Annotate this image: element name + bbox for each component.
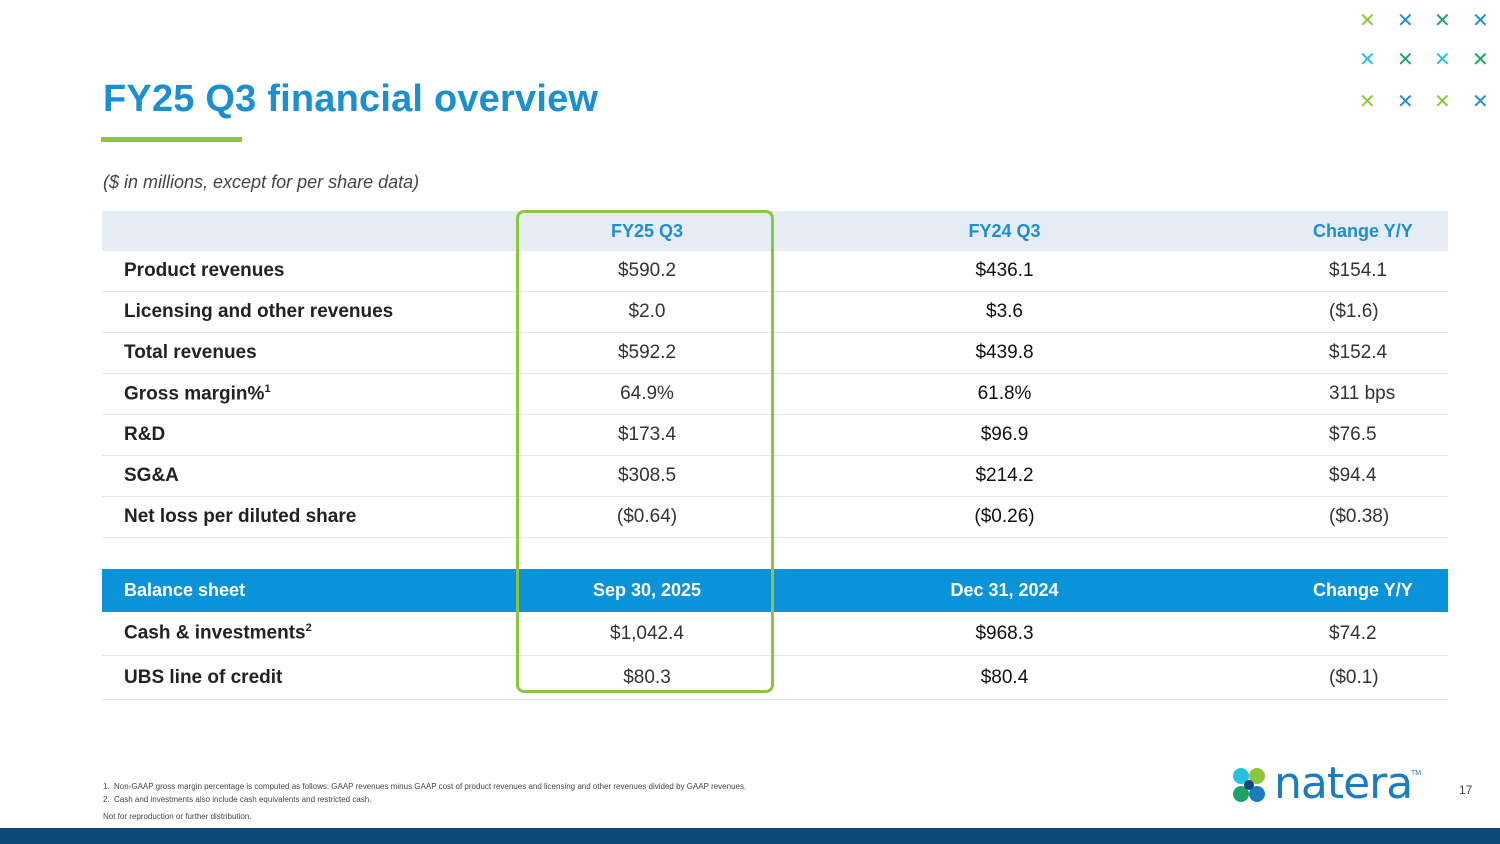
natera-logo-icon — [1233, 768, 1265, 802]
table-row: Cash & investments2 $1,042.4 $968.3 $74.… — [102, 612, 1448, 656]
table-row: Net loss per diluted share ($0.64) ($0.2… — [102, 496, 1448, 538]
balance-header-row: Balance sheet Sep 30, 2025 Dec 31, 2024 … — [102, 569, 1448, 612]
x-mark-icon: ✕ — [1472, 91, 1489, 113]
x-mark-icon: ✕ — [1359, 91, 1376, 113]
cell-value: ($0.64) — [517, 496, 777, 538]
header-cell-change: Change Y/Y — [1232, 569, 1448, 612]
decorative-x-grid: ✕ ✕ ✕ ✕ ✕ ✕ ✕ ✕ ✕ ✕ ✕ ✕ — [1348, 6, 1500, 118]
logo-wordmark: natera — [1274, 758, 1413, 809]
cell-value: $968.3 — [777, 612, 1232, 656]
cell-value: ($0.38) — [1232, 496, 1448, 538]
row-label: Product revenues — [102, 251, 517, 292]
footnote-ref: 2 — [305, 622, 312, 635]
row-label: R&D — [102, 414, 517, 456]
row-label: SG&A — [102, 455, 517, 497]
table-row: Gross margin%1 64.9% 61.8% 311 bps — [102, 373, 1448, 415]
cell-value: $436.1 — [777, 251, 1232, 292]
row-label: Cash & investments2 — [102, 612, 517, 656]
header-cell-change: Change Y/Y — [1232, 211, 1448, 251]
x-mark-icon: ✕ — [1397, 49, 1414, 71]
cell-value: $173.4 — [517, 414, 777, 456]
header-cell-dec31: Dec 31, 2024 — [777, 569, 1232, 612]
cell-value: $152.4 — [1232, 332, 1448, 374]
cell-value: 311 bps — [1232, 373, 1448, 415]
row-label: UBS line of credit — [102, 655, 517, 700]
cell-value: $154.1 — [1232, 251, 1448, 292]
logo-trademark: TM — [1411, 770, 1422, 777]
financial-overview-table: FY25 Q3 FY24 Q3 Change Y/Y Product reven… — [102, 211, 1448, 700]
natera-logo: natera TM — [1230, 758, 1430, 810]
row-label: Gross margin%1 — [102, 373, 517, 415]
title-underline — [101, 137, 242, 142]
cell-value: $439.8 — [777, 332, 1232, 374]
page-number: 17 — [1459, 783, 1473, 797]
x-mark-icon: ✕ — [1434, 10, 1451, 32]
table-spacer — [102, 538, 1448, 570]
header-cell-fy24q3: FY24 Q3 — [777, 211, 1232, 251]
cell-value: $74.2 — [1232, 612, 1448, 656]
footer-bar — [0, 828, 1500, 844]
table-row: SG&A $308.5 $214.2 $94.4 — [102, 455, 1448, 497]
x-mark-icon: ✕ — [1397, 10, 1414, 32]
table-row: R&D $173.4 $96.9 $76.5 — [102, 414, 1448, 456]
footnote-2: 2. Cash and investments also include cash… — [103, 795, 372, 804]
x-mark-icon: ✕ — [1397, 91, 1414, 113]
disclaimer: Not for reproduction or further distribu… — [103, 812, 252, 821]
cell-value: $308.5 — [517, 455, 777, 497]
cell-value: $3.6 — [777, 291, 1232, 333]
cell-value: ($0.1) — [1232, 655, 1448, 700]
page-title: FY25 Q3 financial overview — [103, 78, 599, 120]
footnote-ref: 1 — [264, 382, 271, 395]
row-label: Net loss per diluted share — [102, 496, 517, 538]
table-row: Product revenues $590.2 $436.1 $154.1 — [102, 251, 1448, 292]
header-cell-sep30: Sep 30, 2025 — [517, 569, 777, 612]
row-label: Total revenues — [102, 332, 517, 374]
table-row: Total revenues $592.2 $439.8 $152.4 — [102, 332, 1448, 374]
cell-value: ($0.26) — [777, 496, 1232, 538]
footnote-1: 1. Non-GAAP gross margin percentage is co… — [103, 782, 747, 791]
header-cell — [102, 211, 517, 251]
x-mark-icon: ✕ — [1434, 49, 1451, 71]
header-cell-balance-sheet: Balance sheet — [102, 569, 517, 612]
cell-value: $590.2 — [517, 251, 777, 292]
cell-value: $2.0 — [517, 291, 777, 333]
cell-value: $76.5 — [1232, 414, 1448, 456]
table-row: UBS line of credit $80.3 $80.4 ($0.1) — [102, 655, 1448, 700]
cell-value: $80.4 — [777, 655, 1232, 700]
cell-value: $80.3 — [517, 655, 777, 700]
x-mark-icon: ✕ — [1434, 91, 1451, 113]
income-header-row: FY25 Q3 FY24 Q3 Change Y/Y — [102, 211, 1448, 251]
cell-value: $94.4 — [1232, 455, 1448, 497]
cell-value: $96.9 — [777, 414, 1232, 456]
x-mark-icon: ✕ — [1472, 10, 1489, 32]
cell-value: $1,042.4 — [517, 612, 777, 656]
header-cell-fy25q3: FY25 Q3 — [517, 211, 777, 251]
cell-value: $214.2 — [777, 455, 1232, 497]
cell-value: ($1.6) — [1232, 291, 1448, 333]
x-mark-icon: ✕ — [1472, 49, 1489, 71]
cell-value: 64.9% — [517, 373, 777, 415]
units-note: ($ in millions, except for per share dat… — [103, 172, 420, 192]
cell-value: 61.8% — [777, 373, 1232, 415]
table-row: Licensing and other revenues $2.0 $3.6 (… — [102, 291, 1448, 333]
footnotes: 1. Non-GAAP gross margin percentage is co… — [103, 780, 746, 806]
x-mark-icon: ✕ — [1359, 49, 1376, 71]
row-label: Licensing and other revenues — [102, 291, 517, 333]
x-mark-icon: ✕ — [1359, 10, 1376, 32]
cell-value: $592.2 — [517, 332, 777, 374]
